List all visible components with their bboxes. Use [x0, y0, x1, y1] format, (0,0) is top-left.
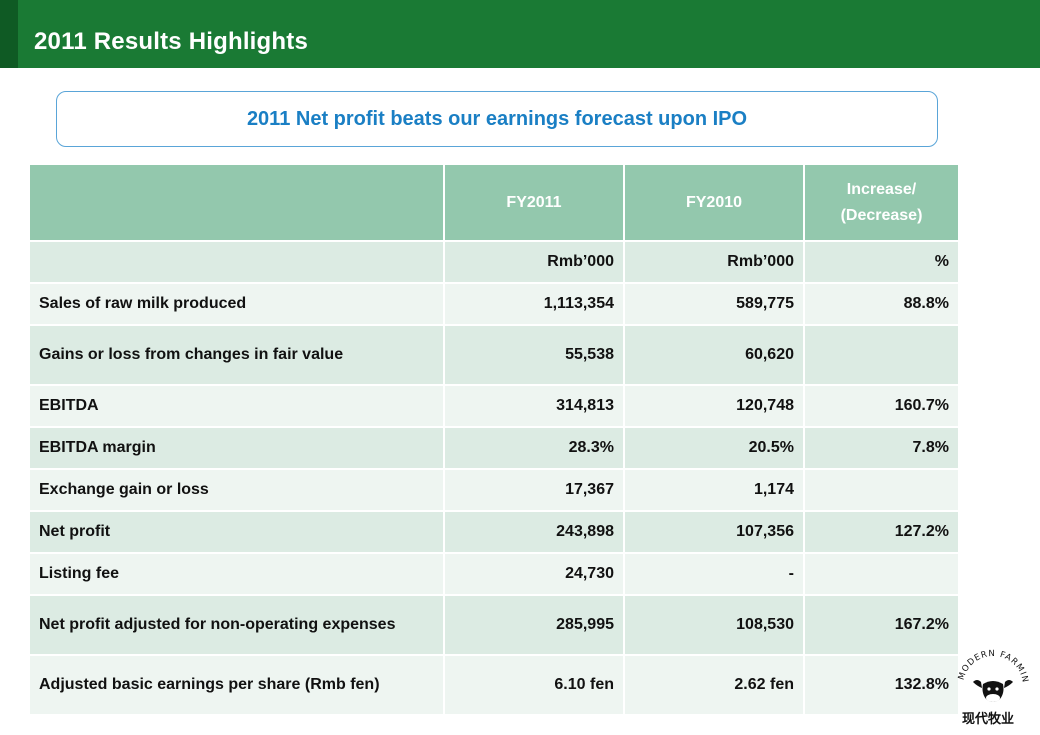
- header-change-line2: (Decrease): [840, 206, 923, 224]
- table-row: Gains or loss from changes in fair value…: [30, 326, 960, 386]
- table-row: EBITDA 314,813 120,748 160.7%: [30, 386, 960, 428]
- header-cell-blank: [30, 165, 445, 242]
- row-value: 60,620: [625, 326, 805, 386]
- row-label: Adjusted basic earnings per share (Rmb f…: [30, 656, 445, 716]
- row-value: 107,356: [625, 512, 805, 554]
- row-value: 1,174: [625, 470, 805, 512]
- row-value: 127.2%: [805, 512, 960, 554]
- row-value: 1,113,354: [445, 284, 625, 326]
- row-value: [805, 470, 960, 512]
- units-row: Rmb’000 Rmb’000 %: [30, 242, 960, 284]
- callout-text: 2011 Net profit beats our earnings forec…: [246, 107, 748, 130]
- row-value: [805, 554, 960, 596]
- results-table: FY2011 FY2010 Increase/ (Decrease) Rmb’00…: [30, 165, 960, 716]
- row-value: 167.2%: [805, 596, 960, 656]
- row-label: Net profit: [30, 512, 445, 554]
- row-label: EBITDA margin: [30, 428, 445, 470]
- row-value: 160.7%: [805, 386, 960, 428]
- header-cell-change: Increase/ (Decrease): [805, 165, 960, 242]
- logo-arc-text: MODERN FARMING: [955, 642, 1030, 684]
- row-value: 20.5%: [625, 428, 805, 470]
- row-value: 17,367: [445, 470, 625, 512]
- page-title: 2011 Results Highlights: [34, 28, 309, 55]
- row-value: 243,898: [445, 512, 625, 554]
- table-row: Adjusted basic earnings per share (Rmb f…: [30, 656, 960, 716]
- modern-farming-logo: MODERN FARMING: [955, 642, 1030, 702]
- table-row: EBITDA margin 28.3% 20.5% 7.8%: [30, 428, 960, 470]
- row-value: 589,775: [625, 284, 805, 326]
- row-value: 55,538: [445, 326, 625, 386]
- unit-cell: Rmb’000: [445, 242, 625, 284]
- unit-cell: [30, 242, 445, 284]
- table-row: Net profit 243,898 107,356 127.2%: [30, 512, 960, 554]
- row-value: 7.8%: [805, 428, 960, 470]
- highlight-callout: 2011 Net profit beats our earnings forec…: [56, 91, 938, 147]
- row-label: Net profit adjusted for non-operating ex…: [30, 596, 445, 656]
- row-value: -: [625, 554, 805, 596]
- row-label: Gains or loss from changes in fair value: [30, 326, 445, 386]
- title-bar: 2011 Results Highlights: [0, 0, 1040, 68]
- table-header-row: FY2011 FY2010 Increase/ (Decrease): [30, 165, 960, 242]
- table-row: Sales of raw milk produced 1,113,354 589,7…: [30, 284, 960, 326]
- unit-cell: %: [805, 242, 960, 284]
- row-label: Exchange gain or loss: [30, 470, 445, 512]
- logo-chinese-text: 现代牧业: [962, 712, 1015, 727]
- row-value: 285,995: [445, 596, 625, 656]
- table-row: Listing fee 24,730-: [30, 554, 960, 596]
- header-cell-fy2010: FY2010: [625, 165, 805, 242]
- table-row: Exchange gain or loss 17,367 1,174: [30, 470, 960, 512]
- cow-head-icon: [973, 680, 1013, 702]
- row-value: 120,748: [625, 386, 805, 428]
- row-value: [805, 326, 960, 386]
- row-value: 2.62 fen: [625, 656, 805, 716]
- row-label: EBITDA: [30, 386, 445, 428]
- row-label: Sales of raw milk produced: [30, 284, 445, 326]
- header-change-line1: Increase/: [846, 180, 917, 198]
- unit-cell: Rmb’000: [625, 242, 805, 284]
- row-value: 24,730: [445, 554, 625, 596]
- row-value: 108,530: [625, 596, 805, 656]
- table-row: Net profit adjusted for non-operating ex…: [30, 596, 960, 656]
- row-value: 132.8%: [805, 656, 960, 716]
- row-value: 88.8%: [805, 284, 960, 326]
- header-cell-fy2011: FY2011: [445, 165, 625, 242]
- row-value: 314,813: [445, 386, 625, 428]
- title-bar-accent: [0, 0, 18, 68]
- row-label: Listing fee: [30, 554, 445, 596]
- row-value: 28.3%: [445, 428, 625, 470]
- row-value: 6.10 fen: [445, 656, 625, 716]
